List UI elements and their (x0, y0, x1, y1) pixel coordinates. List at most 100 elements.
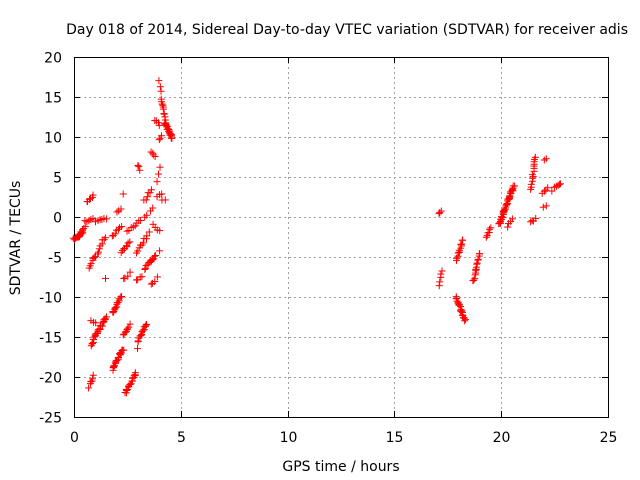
data-point (529, 173, 537, 181)
x-tick-label: 10 (280, 430, 298, 446)
data-point (141, 264, 149, 272)
data-point (539, 203, 547, 211)
data-point (556, 180, 564, 188)
data-point (118, 292, 126, 300)
data-point (473, 259, 481, 267)
data-point (134, 247, 142, 255)
data-point (120, 275, 128, 283)
data-point (103, 215, 111, 223)
data-point (151, 278, 159, 286)
data-point (461, 316, 469, 324)
data-point (146, 189, 154, 197)
data-point (124, 272, 132, 280)
data-point (555, 180, 563, 188)
data-point (131, 369, 139, 377)
x-tick-label: 25 (600, 430, 618, 446)
y-tick-label: -15 (39, 331, 62, 347)
data-point (101, 274, 109, 282)
data-point (89, 339, 97, 347)
data-point (153, 273, 161, 281)
data-point (126, 238, 134, 246)
data-point (126, 381, 134, 389)
data-point (473, 260, 481, 268)
data-point (503, 200, 511, 208)
data-point (121, 274, 129, 282)
data-point (482, 233, 490, 241)
data-point (156, 163, 164, 171)
data-point (540, 187, 548, 195)
data-point (103, 313, 111, 321)
data-point (137, 332, 145, 340)
data-point (470, 276, 478, 284)
data-point (126, 320, 134, 328)
data-point (502, 201, 510, 209)
data-point (531, 153, 539, 161)
data-point (455, 301, 463, 309)
data-point (114, 299, 122, 307)
data-point (134, 337, 142, 345)
x-tick-label: 0 (70, 430, 79, 446)
data-point (157, 87, 165, 95)
data-point (156, 247, 164, 255)
data-points (69, 77, 564, 397)
data-point (527, 180, 535, 188)
data-point (528, 171, 536, 179)
data-point (532, 214, 540, 222)
data-point (149, 204, 157, 212)
data-point (544, 184, 552, 192)
data-point (111, 230, 119, 238)
y-tick-label: 15 (44, 91, 62, 107)
data-point (155, 77, 163, 85)
data-point (89, 371, 97, 379)
chart-title: Day 018 of 2014, Sidereal Day-to-day VTE… (66, 22, 628, 38)
data-point (123, 227, 131, 235)
data-point (98, 322, 106, 330)
axis-ticks (74, 57, 609, 418)
data-point (155, 136, 163, 144)
data-point (124, 386, 132, 394)
data-point (124, 325, 132, 333)
gridlines (74, 57, 608, 417)
data-point (548, 187, 556, 195)
data-point (471, 275, 479, 283)
data-point (139, 239, 147, 247)
y-tick-label: 10 (44, 131, 62, 147)
data-point (542, 155, 550, 163)
data-point (136, 166, 144, 174)
data-point (125, 323, 133, 331)
data-point (138, 331, 146, 339)
data-point (124, 239, 132, 247)
data-point (459, 236, 467, 244)
data-point (159, 105, 167, 113)
y-tick-label: 0 (53, 211, 62, 227)
data-point (147, 280, 155, 288)
data-point (109, 231, 117, 239)
data-point (457, 308, 465, 316)
data-point (89, 191, 97, 199)
data-point (511, 182, 519, 190)
data-point (156, 227, 164, 235)
data-point (109, 363, 117, 371)
x-tick-label: 15 (386, 430, 404, 446)
data-point (143, 193, 151, 201)
y-tick-label: 20 (44, 51, 62, 67)
data-point (137, 217, 145, 225)
data-point (458, 240, 466, 248)
data-point (89, 375, 97, 383)
data-point (119, 190, 127, 198)
data-point (142, 196, 150, 204)
data-point (438, 267, 446, 275)
y-tick-label: 5 (53, 171, 62, 187)
data-point (143, 320, 151, 328)
data-point (500, 206, 508, 214)
data-point (117, 293, 125, 301)
data-point (110, 362, 118, 370)
data-point (118, 223, 126, 231)
data-point (148, 186, 156, 194)
data-point (120, 346, 128, 354)
data-point (461, 317, 469, 325)
data-point (168, 134, 176, 142)
data-point (90, 253, 98, 261)
data-point (155, 170, 163, 178)
